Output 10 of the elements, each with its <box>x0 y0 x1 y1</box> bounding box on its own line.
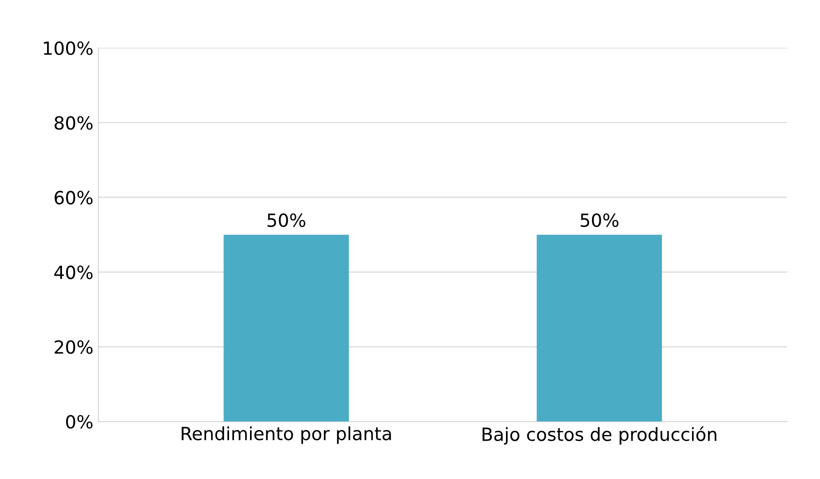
y-tick-label: 0% <box>66 414 93 429</box>
y-tick-label: 60% <box>54 190 93 204</box>
y-tick-label: 40% <box>54 266 93 280</box>
data-label: 50% <box>268 213 306 228</box>
y-tick-label: 80% <box>54 116 93 130</box>
x-tick-label: Rendimiento por planta <box>182 426 391 444</box>
x-tick-label: Bajo costos de producción <box>482 426 716 445</box>
y-tick-label: 20% <box>54 340 93 354</box>
data-label: 50% <box>580 213 618 228</box>
y-tick-label: 100% <box>44 41 93 56</box>
